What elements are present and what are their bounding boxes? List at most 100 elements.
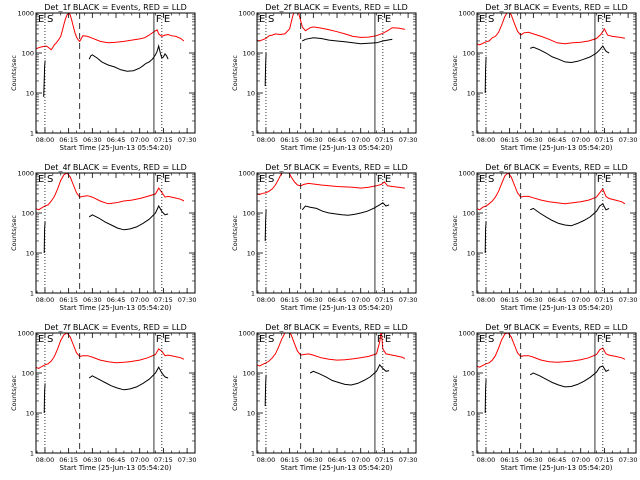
y-tick-label: 10	[467, 90, 475, 98]
x-tick-label: 07:15	[595, 456, 614, 464]
marker-label: S	[268, 174, 274, 185]
x-tick-label: 08:00	[36, 296, 55, 304]
series-events-line-2	[529, 203, 610, 227]
series-lld-line	[36, 13, 185, 51]
y-tick-label: 1	[30, 130, 34, 138]
marker-label: S	[488, 14, 494, 25]
series-lld-line	[257, 333, 406, 367]
marker-label: E	[259, 14, 265, 25]
x-tick-label: 06:15	[280, 296, 299, 304]
x-tick-label: 07:00	[571, 456, 590, 464]
x-tick-label: 06:15	[59, 456, 78, 464]
marker-label: E	[605, 14, 611, 25]
panel-title: Det_2f BLACK = Events, RED = LLD	[265, 3, 408, 12]
x-tick-label: 06:15	[500, 456, 519, 464]
x-tick-label: 08:00	[257, 456, 276, 464]
x-axis-label: Start Time (25-Jun-13 05:54:20)	[60, 144, 172, 152]
x-tick-label: 07:30	[178, 136, 197, 144]
series-events-line-2	[88, 204, 169, 231]
panel-title: Det_4f BLACK = Events, RED = LLD	[44, 163, 187, 172]
y-axis-label: Counts/sec	[10, 215, 18, 251]
series-events-line-2	[309, 363, 390, 386]
x-tick-label: 06:15	[500, 136, 519, 144]
x-tick-label: 06:30	[304, 456, 323, 464]
y-tick-label: 1	[251, 290, 255, 298]
x-tick-label: 06:45	[328, 456, 347, 464]
series-events-line-2	[88, 44, 169, 72]
series-lld-line	[36, 173, 185, 211]
x-tick-label: 06:30	[83, 456, 102, 464]
y-tick-label: 10	[467, 410, 475, 418]
x-tick-label: 08:00	[257, 296, 276, 304]
y-tick-label: 100	[22, 370, 34, 378]
x-tick-label: 08:00	[477, 456, 496, 464]
series-lld-line	[477, 173, 626, 211]
x-tick-label: 06:30	[304, 136, 323, 144]
plot-area	[477, 13, 625, 94]
x-tick-label: 06:30	[83, 296, 102, 304]
plot-frame	[476, 332, 637, 454]
x-tick-label: 07:15	[375, 296, 394, 304]
marker-label: E	[385, 334, 391, 345]
series-events-line-1	[43, 383, 46, 414]
x-tick-label: 06:30	[524, 296, 543, 304]
marker-label: S	[268, 334, 274, 345]
x-axis-label: Start Time (25-Jun-13 05:54:20)	[501, 464, 613, 472]
marker-label: S	[47, 174, 53, 185]
marker-label: S	[488, 174, 494, 185]
x-tick-label: 07:30	[178, 296, 197, 304]
marker-label: F	[156, 174, 162, 185]
marker-label: E	[259, 334, 265, 345]
series-events-line-1	[484, 379, 487, 414]
series-lld-line	[257, 13, 406, 42]
x-tick-label: 08:00	[36, 456, 55, 464]
y-tick-label: 1	[30, 290, 34, 298]
y-axis-label: Counts/sec	[231, 55, 239, 91]
plot-frame	[35, 332, 196, 454]
y-tick-label: 100	[463, 370, 475, 378]
x-tick-label: 06:15	[280, 136, 299, 144]
marker-label: E	[259, 174, 265, 185]
x-tick-label: 06:15	[280, 456, 299, 464]
x-tick-label: 07:30	[399, 296, 418, 304]
x-tick-label: 08:00	[36, 136, 55, 144]
plot-area	[36, 13, 185, 97]
y-tick-label: 1000	[238, 330, 255, 338]
marker-label: E	[605, 174, 611, 185]
x-tick-label: 06:30	[304, 296, 323, 304]
panel-title: Det_1f BLACK = Events, RED = LLD	[44, 3, 187, 12]
series-events-line-2	[530, 45, 610, 64]
x-axis-label: Start Time (25-Jun-13 05:54:20)	[501, 304, 613, 312]
series-lld-line	[477, 333, 626, 368]
marker-label: E	[164, 14, 170, 25]
x-tick-label: 06:30	[524, 456, 543, 464]
y-axis-label: Counts/sec	[231, 215, 239, 251]
marker-label: S	[268, 14, 274, 25]
panel-title: Det_8f BLACK = Events, RED = LLD	[265, 323, 408, 332]
marker-label: S	[47, 14, 53, 25]
series-lld-line	[477, 13, 625, 46]
x-tick-label: 07:15	[595, 136, 614, 144]
y-axis-label: Counts/sec	[10, 55, 18, 91]
x-tick-label: 07:00	[351, 456, 370, 464]
x-tick-label: 07:30	[619, 456, 638, 464]
plot-frame	[476, 172, 637, 294]
y-axis-label: Counts/sec	[451, 55, 459, 91]
y-tick-label: 1000	[17, 10, 34, 18]
x-tick-label: 07:00	[571, 136, 590, 144]
y-tick-label: 1	[471, 290, 475, 298]
plot-frame	[256, 172, 417, 294]
x-tick-label: 07:00	[130, 136, 149, 144]
x-tick-label: 06:15	[500, 296, 519, 304]
plot-frame	[476, 12, 637, 134]
marker-label: E	[479, 14, 485, 25]
x-axis-label: Start Time (25-Jun-13 05:54:20)	[60, 304, 172, 312]
y-tick-label: 1000	[17, 170, 34, 178]
marker-label: E	[385, 14, 391, 25]
